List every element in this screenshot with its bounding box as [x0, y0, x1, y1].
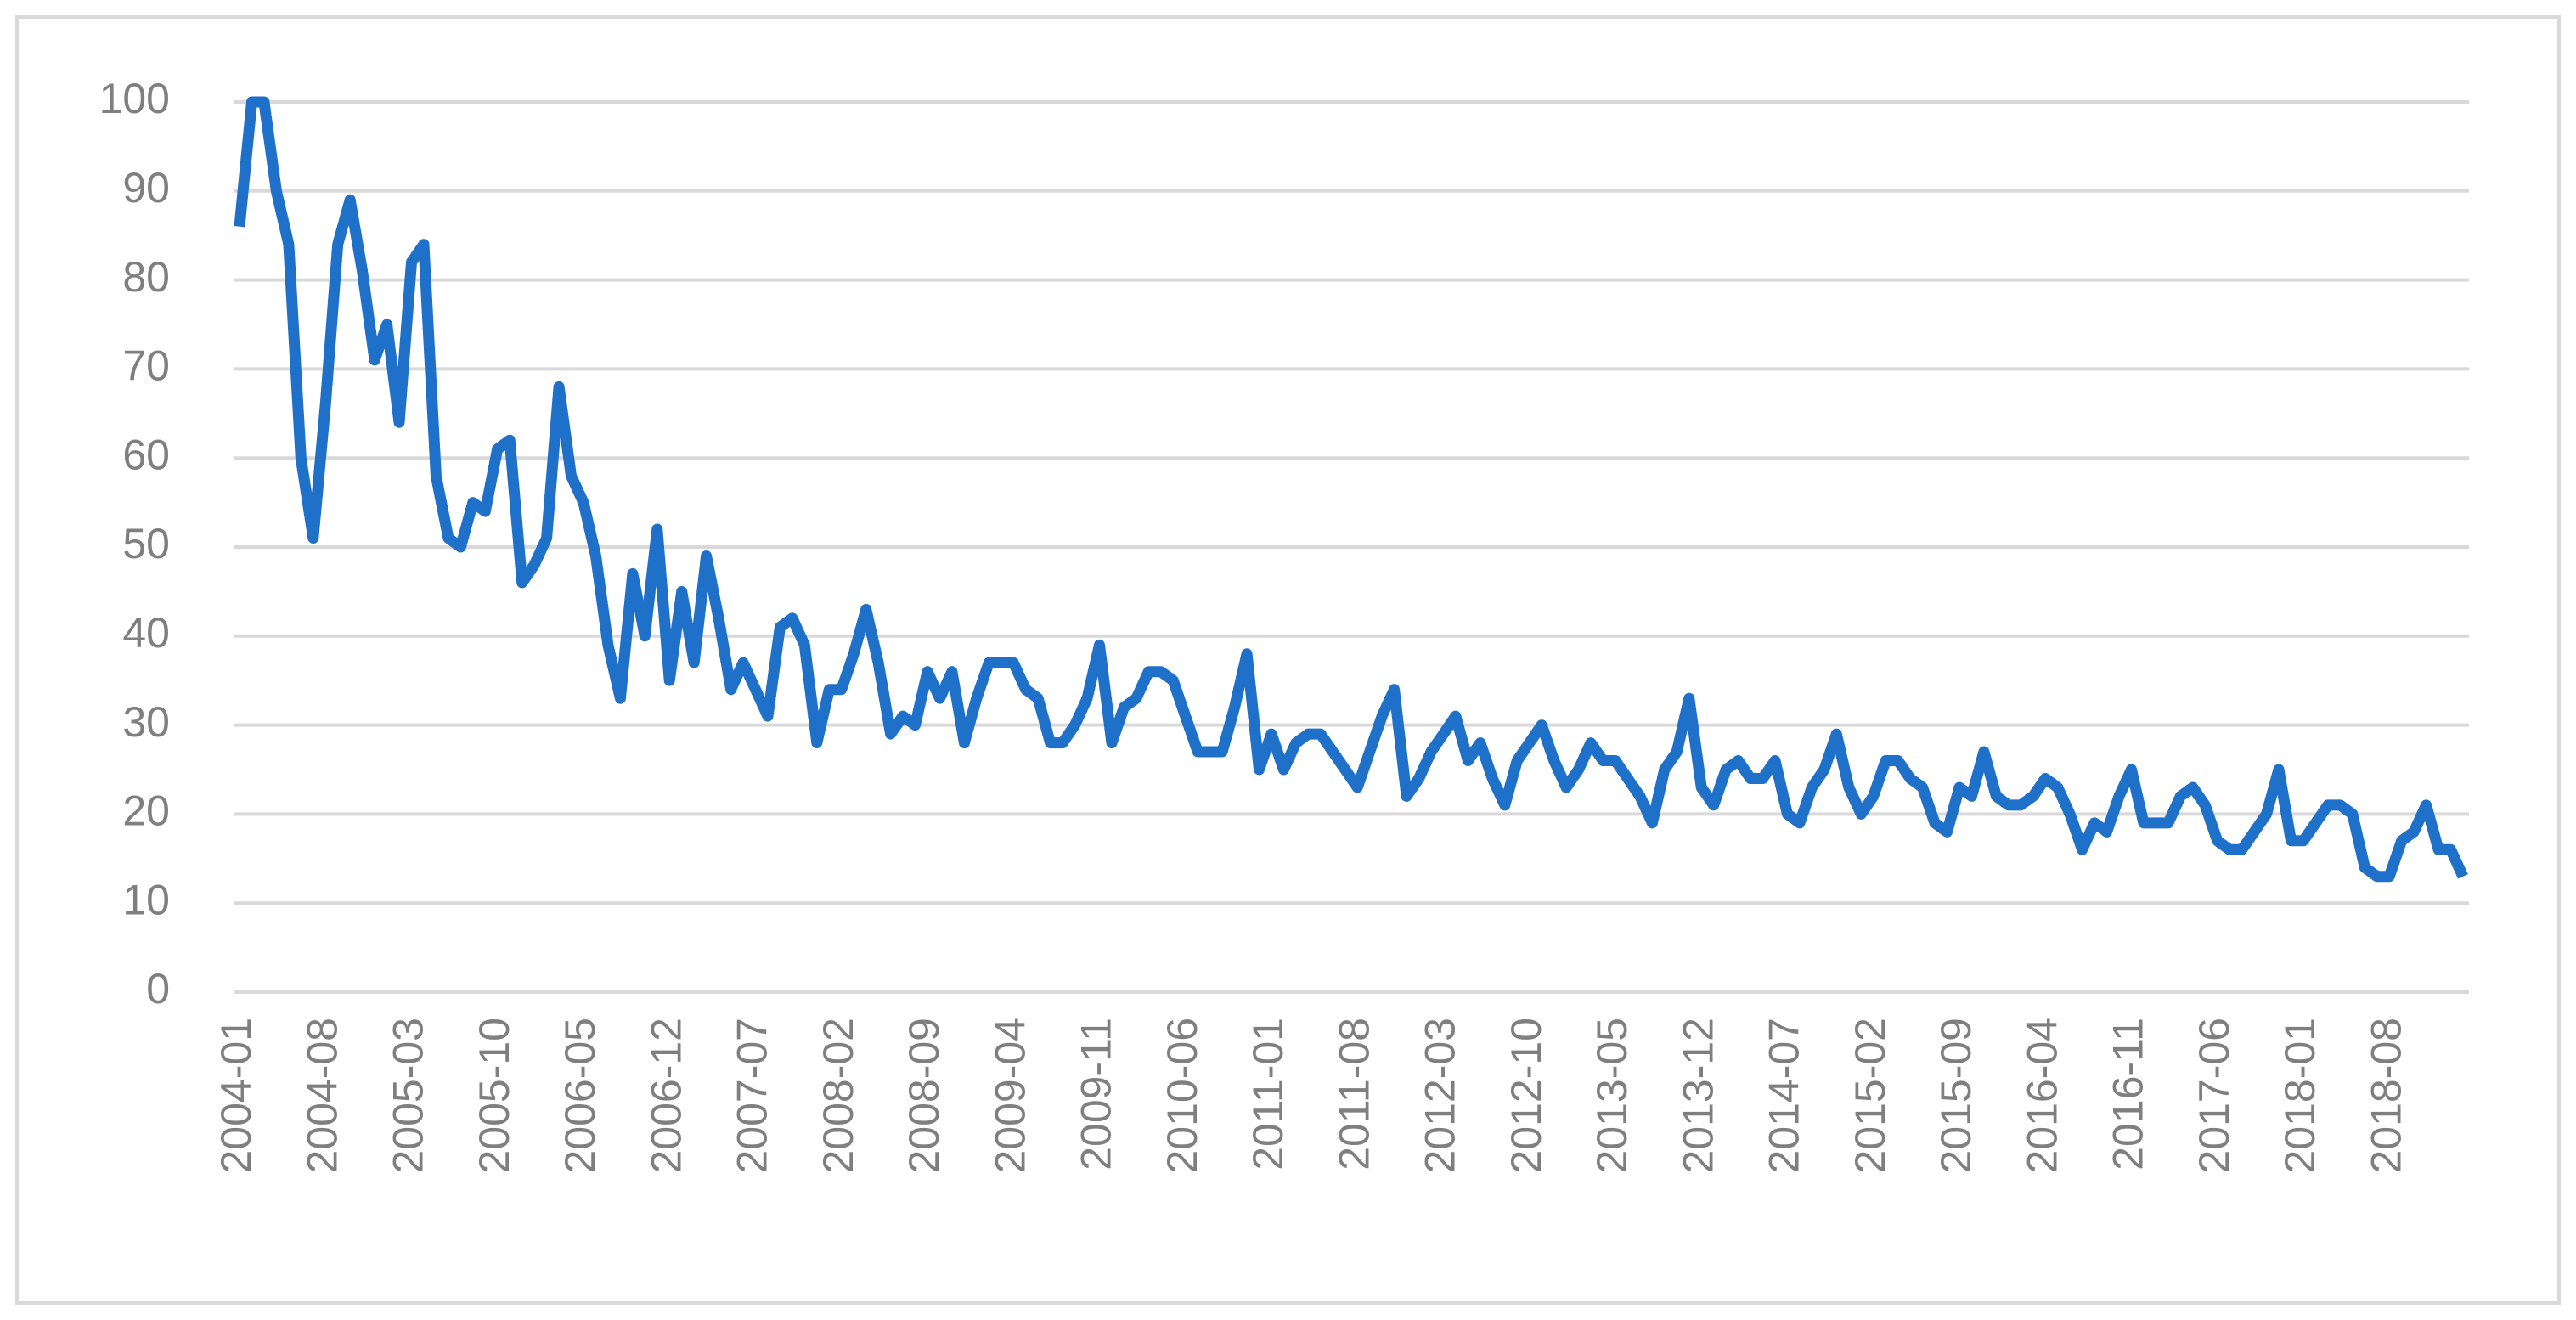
- x-tick-label: 2008-09: [900, 1018, 948, 1174]
- x-tick-label: 2013-12: [1674, 1018, 1722, 1174]
- y-tick-label: 10: [122, 876, 170, 923]
- x-tick-label: 2007-07: [729, 1018, 776, 1174]
- x-tick-label: 2010-06: [1158, 1018, 1206, 1174]
- x-tick-label: 2012-10: [1502, 1018, 1550, 1174]
- x-tick-label: 2015-02: [1846, 1018, 1894, 1174]
- y-tick-label: 90: [122, 164, 170, 212]
- x-tick-label: 2005-10: [471, 1018, 518, 1174]
- x-tick-label: 2011-08: [1330, 1018, 1378, 1171]
- y-tick-label: 100: [99, 75, 170, 122]
- y-tick-label: 40: [122, 609, 170, 657]
- x-tick-label: 2015-09: [1932, 1018, 1980, 1174]
- x-tick-label: 2016-11: [2105, 1018, 2152, 1171]
- x-tick-label: 2006-12: [642, 1018, 690, 1174]
- data-line: [234, 96, 2468, 883]
- y-tick-label: 0: [146, 965, 170, 1013]
- x-tick-label: 2006-05: [556, 1018, 604, 1174]
- x-tick-label: 2013-05: [1588, 1018, 1636, 1174]
- x-tick-label: 2017-06: [2190, 1018, 2238, 1174]
- y-tick-label: 70: [122, 342, 170, 390]
- x-tick-label: 2018-08: [2362, 1018, 2410, 1174]
- y-tick-label: 80: [122, 253, 170, 301]
- chart-border: [15, 15, 2561, 1305]
- y-tick-label: 60: [122, 431, 170, 478]
- x-tick-label: 2012-03: [1417, 1018, 1464, 1174]
- x-tick-label: 2005-03: [385, 1018, 432, 1174]
- x-tick-label: 2009-11: [1073, 1018, 1120, 1171]
- y-tick-label: 50: [122, 520, 170, 567]
- x-tick-label: 2016-04: [2018, 1018, 2066, 1174]
- x-tick-label: 2008-02: [815, 1018, 862, 1174]
- x-tick-label: 2011-01: [1244, 1018, 1292, 1171]
- x-tick-label: 2009-04: [986, 1018, 1034, 1174]
- y-tick-label: 20: [122, 787, 170, 835]
- x-tick-label: 2004-01: [212, 1018, 260, 1174]
- x-tick-label: 2014-07: [1761, 1018, 1808, 1174]
- y-tick-label: 30: [122, 698, 170, 746]
- x-tick-label: 2018-01: [2276, 1018, 2324, 1174]
- x-tick-label: 2004-08: [298, 1018, 346, 1174]
